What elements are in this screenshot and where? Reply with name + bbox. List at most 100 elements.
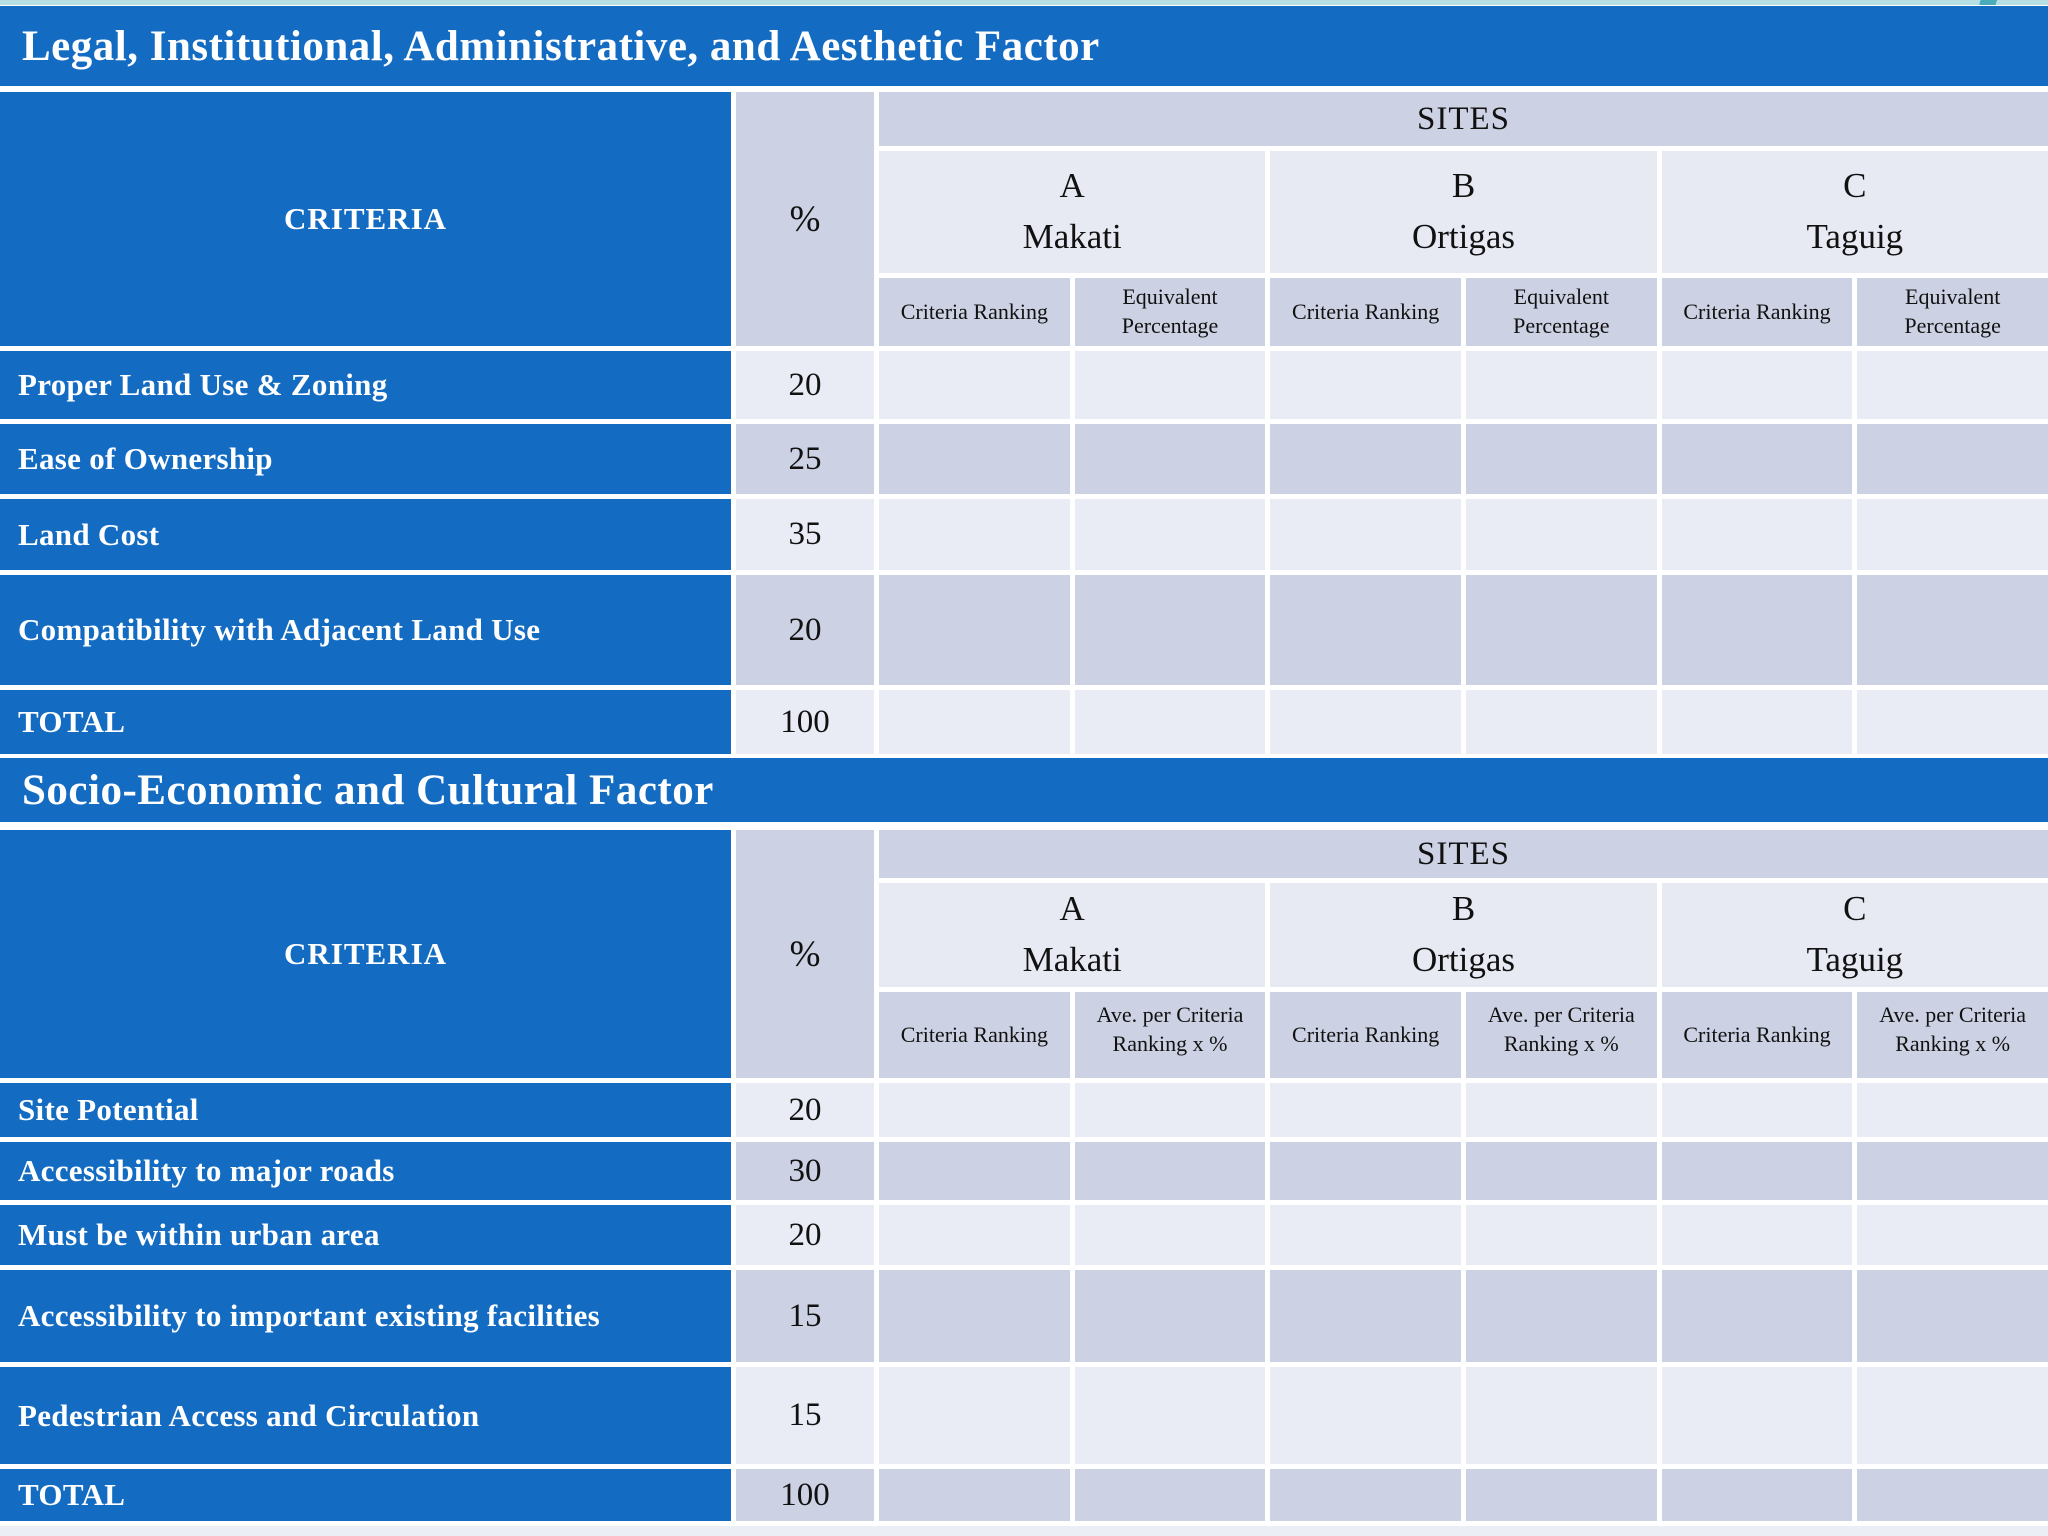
percent-header-cell: % xyxy=(736,830,874,1078)
data-cell xyxy=(1857,1083,2048,1137)
row-percent-cell: 30 xyxy=(736,1142,874,1200)
row-label-cell: TOTAL xyxy=(0,1469,731,1521)
site-name: Makati xyxy=(1022,940,1122,979)
subheader-equivalent-percentage: Equivalent Percentage xyxy=(1857,278,2048,346)
data-cell xyxy=(1270,690,1461,754)
data-cell xyxy=(879,424,1070,494)
data-cell xyxy=(1857,351,2048,419)
factor-table-socioeconomic: CRITERIA % SITES A Makati B Ortigas C Ta… xyxy=(0,830,2048,1521)
row-label-cell: Must be within urban area xyxy=(0,1205,731,1265)
data-cell xyxy=(1074,1205,1266,1265)
row-percent-cell: 20 xyxy=(736,575,874,685)
bottom-cutoff-strip xyxy=(0,1526,2048,1536)
data-cell xyxy=(1466,575,1657,685)
site-header-c: C Taguig xyxy=(1661,151,2048,273)
subheader-criteria-ranking: Criteria Ranking xyxy=(879,992,1070,1078)
site-letter: C xyxy=(1843,166,1867,206)
subheader-equivalent-percentage: Equivalent Percentage xyxy=(1466,278,1657,346)
data-cell xyxy=(1074,1270,1266,1362)
data-cell xyxy=(1857,1270,2048,1362)
data-cell xyxy=(1270,1270,1461,1362)
row-percent-cell: 20 xyxy=(736,351,874,419)
data-cell xyxy=(1466,1083,1657,1137)
table-1-title: Legal, Institutional, Administrative, an… xyxy=(0,6,2048,86)
factor-table-legal: CRITERIA % SITES A Makati B Ortigas C Ta… xyxy=(0,92,2048,754)
sites-header-cell: SITES xyxy=(879,830,2048,878)
data-cell xyxy=(1857,1205,2048,1265)
site-letter: A xyxy=(1059,166,1085,206)
subheader-criteria-ranking: Criteria Ranking xyxy=(1661,278,1853,346)
data-cell xyxy=(1661,1367,1853,1464)
data-cell xyxy=(1661,1083,1853,1137)
subheader-equivalent-percentage: Equivalent Percentage xyxy=(1074,278,1266,346)
data-cell xyxy=(1661,1469,1853,1521)
data-cell xyxy=(1270,424,1461,494)
site-header-a: A Makati xyxy=(879,151,1266,273)
row-label-cell: Accessibility to important existing faci… xyxy=(0,1270,731,1362)
criteria-header-cell: CRITERIA xyxy=(0,92,731,346)
row-percent-cell: 20 xyxy=(736,1083,874,1137)
data-cell xyxy=(1466,1367,1657,1464)
row-percent-cell: 25 xyxy=(736,424,874,494)
data-cell xyxy=(1857,499,2048,570)
subheader-ave-per-criteria: Ave. per Criteria Ranking x % xyxy=(1466,992,1657,1078)
data-cell xyxy=(879,351,1070,419)
data-cell xyxy=(1466,1270,1657,1362)
data-cell xyxy=(879,499,1070,570)
divider xyxy=(0,86,2048,92)
data-cell xyxy=(1661,1142,1853,1200)
sites-header-cell: SITES xyxy=(879,92,2048,146)
row-label-cell: Ease of Ownership xyxy=(0,424,731,494)
site-header-a: A Makati xyxy=(879,883,1266,987)
row-percent-cell: 20 xyxy=(736,1205,874,1265)
data-cell xyxy=(1857,575,2048,685)
data-cell xyxy=(1857,1142,2048,1200)
site-name: Ortigas xyxy=(1411,217,1516,256)
data-cell xyxy=(879,690,1070,754)
data-cell xyxy=(1857,424,2048,494)
data-cell xyxy=(1466,351,1657,419)
data-cell xyxy=(879,1469,1070,1521)
site-letter: B xyxy=(1451,889,1476,929)
site-header-b: B Ortigas xyxy=(1270,151,1657,273)
site-name: Taguig xyxy=(1806,217,1904,256)
data-cell xyxy=(1661,499,1853,570)
row-label-cell: TOTAL xyxy=(0,690,731,754)
data-cell xyxy=(1466,1469,1657,1521)
row-percent-cell: 100 xyxy=(736,1469,874,1521)
top-accent-strip xyxy=(0,0,2048,5)
subheader-criteria-ranking: Criteria Ranking xyxy=(1661,992,1853,1078)
data-cell xyxy=(879,1270,1070,1362)
data-cell xyxy=(1074,575,1266,685)
data-cell xyxy=(1074,1469,1266,1521)
data-cell xyxy=(1074,424,1266,494)
subheader-criteria-ranking: Criteria Ranking xyxy=(1270,278,1461,346)
data-cell xyxy=(879,575,1070,685)
data-cell xyxy=(1661,424,1853,494)
data-cell xyxy=(1466,690,1657,754)
data-cell xyxy=(1270,351,1461,419)
corner-swoosh-icon xyxy=(1944,0,2034,5)
row-percent-cell: 35 xyxy=(736,499,874,570)
data-cell xyxy=(1270,1367,1461,1464)
row-label-cell: Proper Land Use & Zoning xyxy=(0,351,731,419)
data-cell xyxy=(1074,1083,1266,1137)
data-cell xyxy=(1270,575,1461,685)
site-header-b: B Ortigas xyxy=(1270,883,1657,987)
data-cell xyxy=(1661,1205,1853,1265)
site-letter: C xyxy=(1843,889,1867,929)
site-name: Makati xyxy=(1022,217,1122,256)
data-cell xyxy=(1074,1142,1266,1200)
row-label-cell: Compatibility with Adjacent Land Use xyxy=(0,575,731,685)
data-cell xyxy=(1661,575,1853,685)
row-percent-cell: 15 xyxy=(736,1367,874,1464)
site-name: Taguig xyxy=(1806,940,1904,979)
site-header-c: C Taguig xyxy=(1661,883,2048,987)
data-cell xyxy=(1074,690,1266,754)
row-label-cell: Land Cost xyxy=(0,499,731,570)
site-letter: A xyxy=(1059,889,1085,929)
data-cell xyxy=(1466,499,1657,570)
data-cell xyxy=(879,1205,1070,1265)
row-percent-cell: 100 xyxy=(736,690,874,754)
